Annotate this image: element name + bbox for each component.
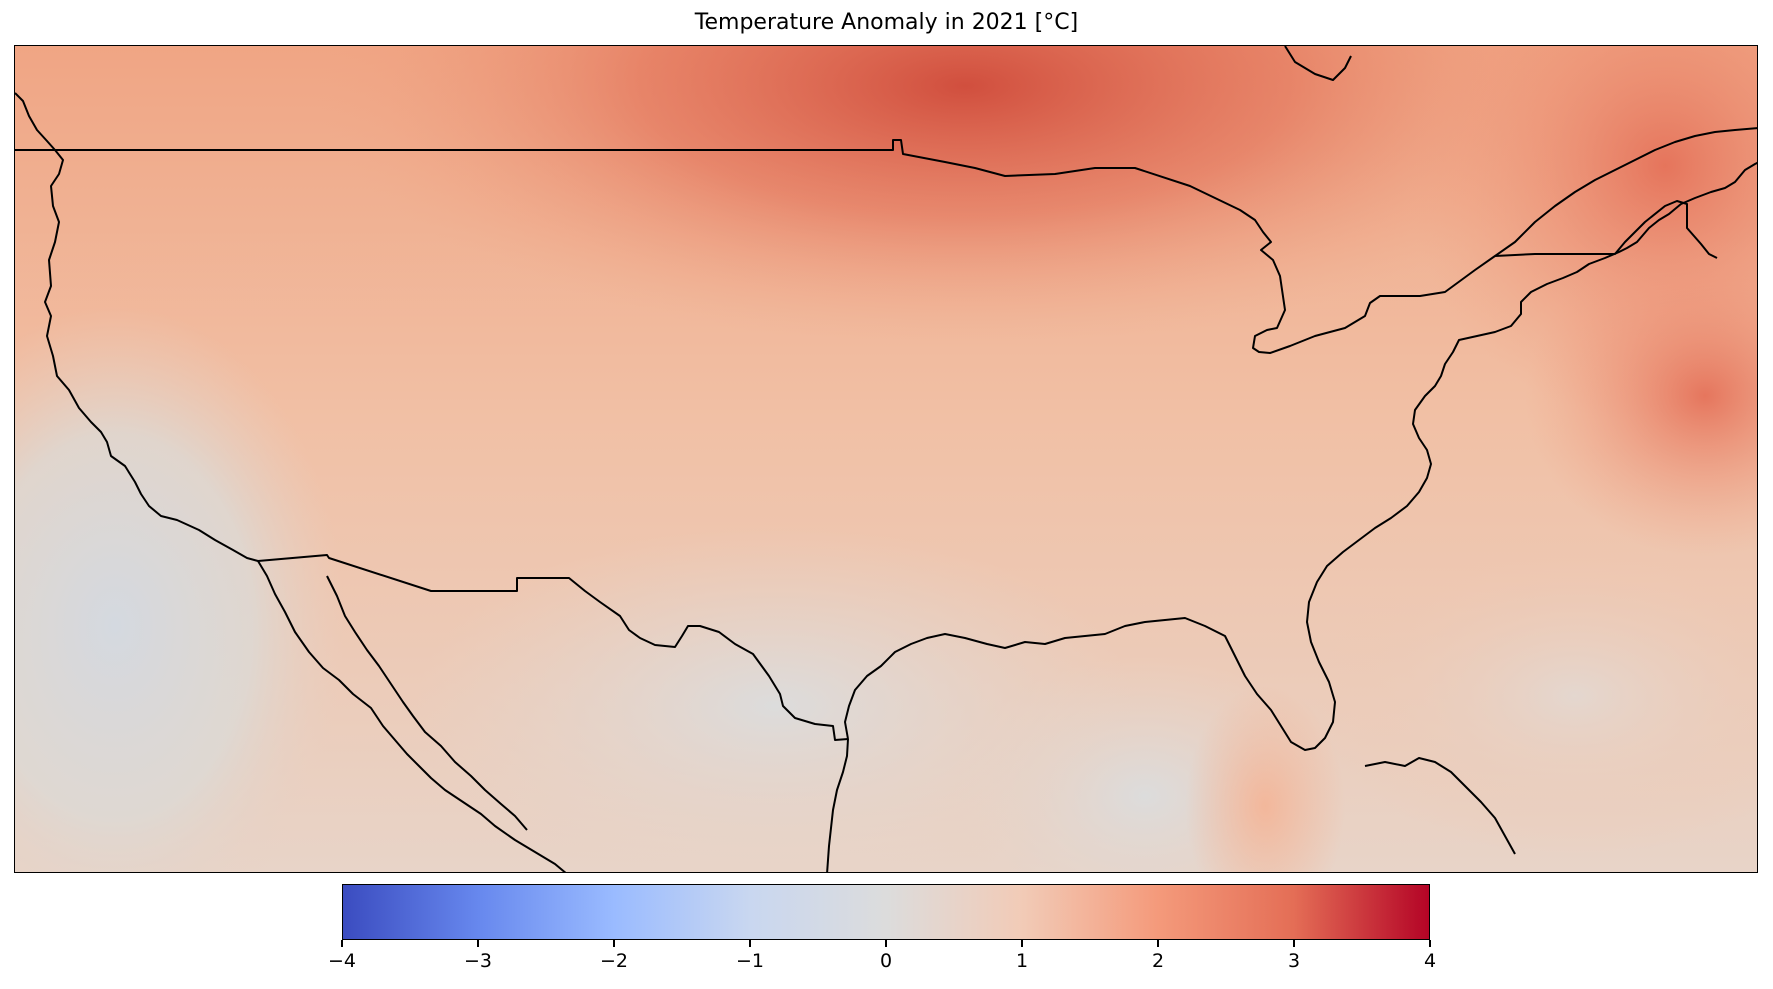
colorbar-tick [477, 940, 479, 947]
warm-anomaly-north [315, 46, 1615, 346]
colorbar-tick-label: 1 [1015, 950, 1029, 972]
map-title: Temperature Anomaly in 2021 [°C] [694, 10, 1079, 35]
warm-anomaly-atlantic [1525, 236, 1757, 556]
cuba-coastline [1364, 757, 1516, 855]
cool-anomaly-texas [415, 526, 1135, 872]
warm-anomaly-florida [1185, 686, 1345, 872]
colorbar-tick-label: 0 [879, 950, 893, 972]
colorbar-tick-label: 4 [1423, 950, 1437, 972]
colorbar-tick-label: −4 [327, 950, 356, 972]
map-panel[interactable] [14, 45, 1758, 873]
colorbar-tick [1157, 940, 1159, 947]
colorbar-tick-label: 3 [1287, 950, 1301, 972]
colorbar-tick-label: −2 [599, 950, 628, 972]
colorbar-tick-label: −3 [463, 950, 492, 972]
mexico-pacific-coastline [257, 560, 567, 872]
colorbar-tick-label: 2 [1151, 950, 1165, 972]
anomaly-map [15, 46, 1757, 872]
cool-anomaly-west-atlantic [1315, 536, 1757, 856]
colorbar-tick [1429, 940, 1431, 947]
boundaries [15, 46, 1757, 872]
us-canada-border [15, 139, 1718, 354]
cool-anomaly-pacific [15, 306, 345, 872]
colorbar-tick [613, 940, 615, 947]
colorbar [342, 884, 1430, 940]
us-mexico-border [257, 554, 849, 741]
hudson-bay-coastline [1284, 46, 1352, 81]
gulf-coastline [844, 161, 1757, 751]
st-lawrence-coastline [1494, 127, 1757, 257]
colorbar-tick [1293, 940, 1295, 947]
colorbar-tick [749, 940, 751, 947]
colorbar-tick [1021, 940, 1023, 947]
mexico-gulf-coastline [826, 738, 849, 872]
pacific-coastline [15, 92, 259, 562]
colorbar-tick [341, 940, 343, 947]
baja-gulf-coastline [326, 575, 528, 831]
colorbar-tick-label: −1 [735, 950, 764, 972]
colorbar-tick [885, 940, 887, 947]
